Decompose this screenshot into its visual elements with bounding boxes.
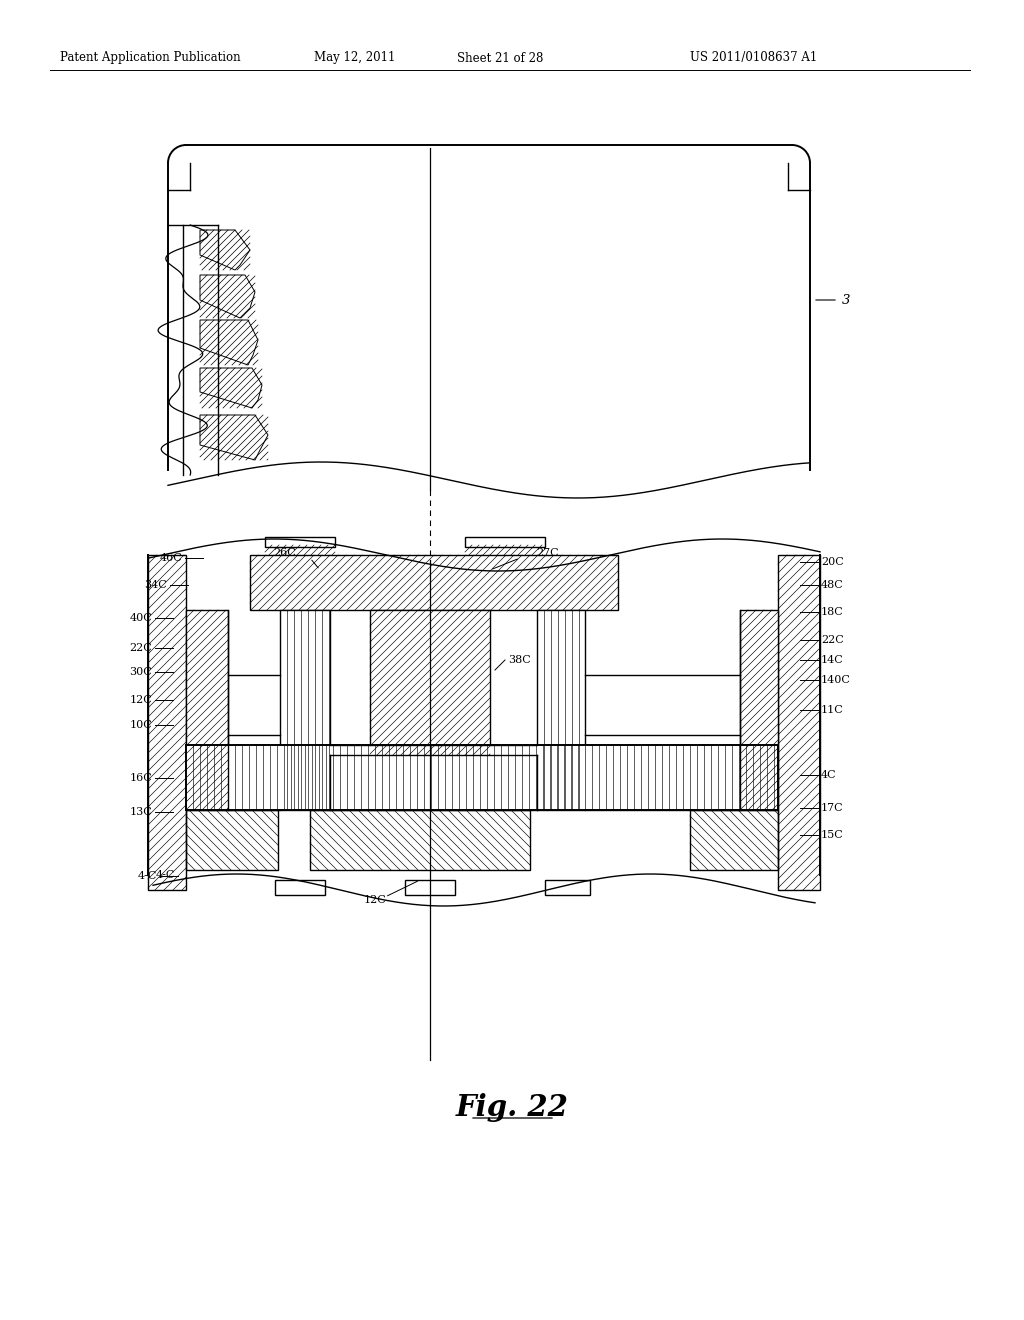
Bar xyxy=(280,610,330,810)
Text: 11C: 11C xyxy=(821,705,844,715)
Polygon shape xyxy=(200,230,250,271)
Polygon shape xyxy=(200,319,258,366)
Text: 38C: 38C xyxy=(508,655,530,665)
Polygon shape xyxy=(200,414,268,459)
Text: 4C: 4C xyxy=(821,770,837,780)
Text: 46C: 46C xyxy=(160,553,182,564)
Text: May 12, 2011: May 12, 2011 xyxy=(314,51,395,65)
Bar xyxy=(406,880,455,895)
Text: Patent Application Publication: Patent Application Publication xyxy=(60,51,241,65)
Polygon shape xyxy=(200,368,262,408)
Text: 17C: 17C xyxy=(821,803,844,813)
Text: 4-C: 4-C xyxy=(137,871,157,880)
Text: 12C: 12C xyxy=(129,696,152,705)
Bar xyxy=(186,610,228,810)
Bar xyxy=(370,610,490,755)
Bar xyxy=(148,554,186,890)
Text: 10C: 10C xyxy=(129,719,152,730)
Bar xyxy=(186,810,278,870)
Text: Fig. 22: Fig. 22 xyxy=(456,1093,568,1122)
Text: 12C: 12C xyxy=(364,895,386,906)
Bar xyxy=(545,880,590,895)
Text: 3: 3 xyxy=(842,293,850,306)
Bar xyxy=(740,610,778,810)
Text: 48C: 48C xyxy=(821,579,844,590)
Bar xyxy=(265,537,335,546)
Text: 34C: 34C xyxy=(144,579,167,590)
Text: 20C: 20C xyxy=(821,557,844,568)
Text: 16C: 16C xyxy=(129,774,152,783)
Text: Sheet 21 of 28: Sheet 21 of 28 xyxy=(457,51,543,65)
Text: US 2011/0108637 A1: US 2011/0108637 A1 xyxy=(690,51,817,65)
Text: 40C: 40C xyxy=(129,612,152,623)
Text: 30C: 30C xyxy=(129,667,152,677)
Text: 4-C: 4-C xyxy=(156,870,175,880)
Text: 27C: 27C xyxy=(537,548,559,558)
Text: 14C: 14C xyxy=(821,655,844,665)
Bar xyxy=(778,554,820,890)
Bar xyxy=(465,537,545,546)
Text: 22C: 22C xyxy=(821,635,844,645)
Text: 26C: 26C xyxy=(273,548,296,558)
Bar xyxy=(250,554,618,610)
Text: 18C: 18C xyxy=(821,607,844,616)
Bar xyxy=(310,810,530,870)
Bar xyxy=(537,610,585,810)
Bar xyxy=(275,880,325,895)
Text: 13C: 13C xyxy=(129,807,152,817)
Bar xyxy=(690,810,778,870)
Bar xyxy=(186,744,778,810)
Polygon shape xyxy=(200,275,255,318)
Text: 140C: 140C xyxy=(821,675,851,685)
Text: 22C: 22C xyxy=(129,643,152,653)
Text: 15C: 15C xyxy=(821,830,844,840)
